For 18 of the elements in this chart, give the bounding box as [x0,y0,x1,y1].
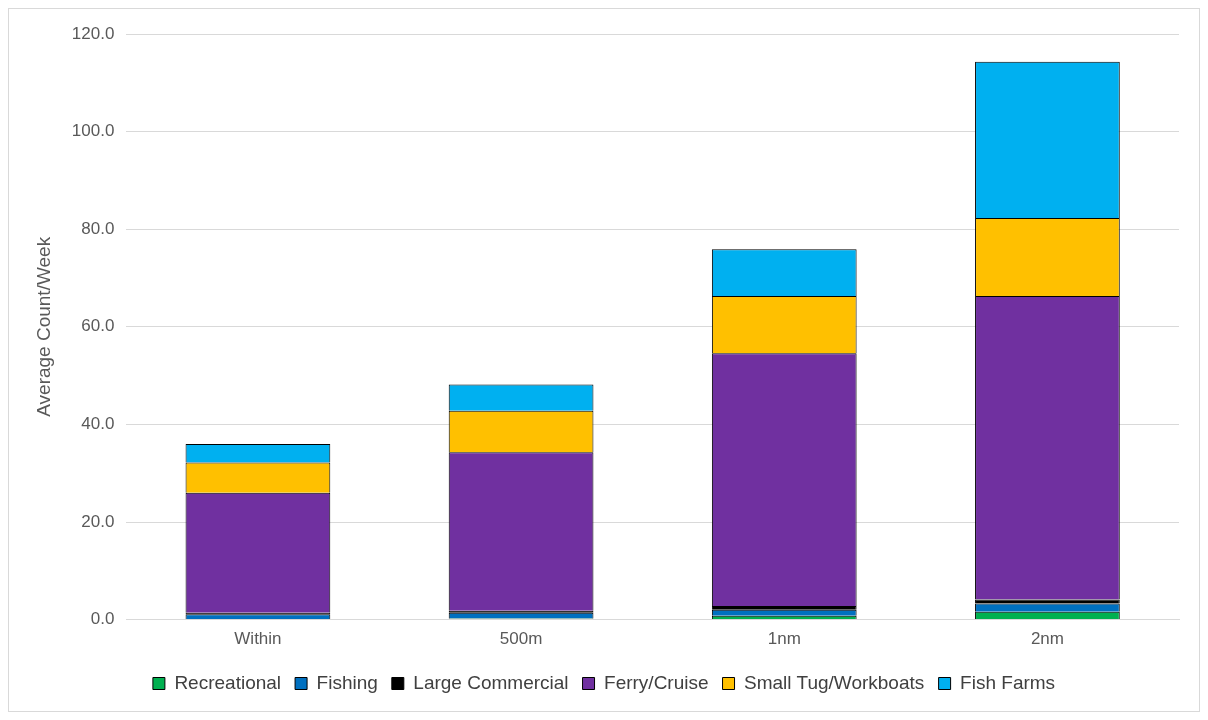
y-tick-label: 40.0 [81,414,115,434]
legend-label: Recreational [174,671,282,693]
legend-label: Fishing [316,671,378,693]
y-tick-label: 80.0 [81,218,115,238]
y-tick-label: 120.0 [71,23,115,43]
x-tick-label: Within [234,629,282,649]
y-tick-label: 60.0 [81,316,115,336]
x-tick-label: 1nm [767,629,801,649]
legend-label: Ferry/Cruise [604,671,709,693]
legend-label: Fish Farms [960,671,1056,693]
y-axis-title: Average Count/Week [32,236,54,417]
y-tick-label: 100.0 [71,121,115,141]
x-tick-label: 500m [499,629,543,649]
legend-label: Large Commercial [413,671,569,693]
legend-label: Small Tug/Workboats [744,671,925,693]
y-tick-label: 0.0 [90,609,115,629]
y-tick-label: 20.0 [81,511,115,531]
x-tick-label: 2nm [1030,629,1064,649]
